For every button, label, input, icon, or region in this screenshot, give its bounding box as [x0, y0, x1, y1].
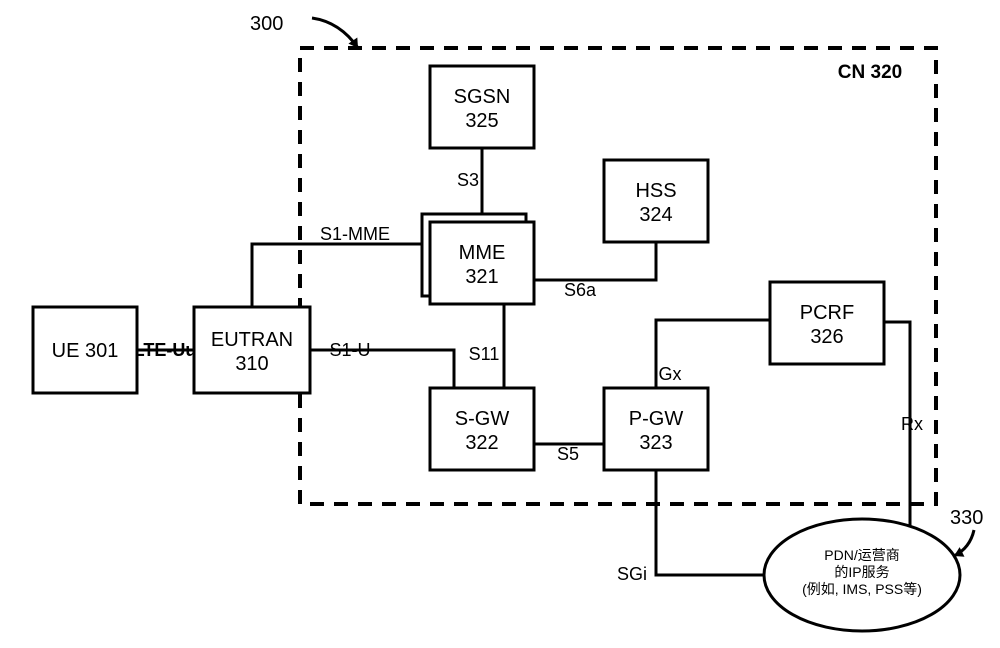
node-eutran: EUTRAN310: [194, 307, 310, 393]
pdn-line-2: (例如, IMS, PSS等): [802, 581, 922, 597]
node-pcrf: PCRF326: [770, 282, 884, 364]
node-pgw: P-GW323: [604, 388, 708, 470]
edge-label-s6a: S6a: [564, 280, 597, 300]
pdn-ref-label: 330: [950, 507, 983, 529]
node-sgw: S-GW322: [430, 388, 534, 470]
node-sgsn: SGSN325: [430, 66, 534, 148]
node-ue-title: UE 301: [52, 340, 119, 362]
edge-label-sgi: SGi: [617, 564, 647, 584]
node-eutran-sub: 310: [235, 353, 268, 375]
edge-label-s5: S5: [557, 444, 579, 464]
pdn-line-1: 的IP服务: [834, 564, 889, 580]
edge-label-rx: Rx: [901, 414, 923, 434]
figure-ref-label: 300: [250, 13, 283, 35]
node-pcrf-sub: 326: [810, 326, 843, 348]
edge-label-s1-u: S1-U: [329, 340, 370, 360]
node-hss: HSS324: [604, 160, 708, 242]
cn-label: CN 320: [838, 62, 902, 83]
node-pcrf-title: PCRF: [800, 302, 854, 324]
node-sgw-title: S-GW: [455, 408, 510, 430]
edge-label-lte-uu: LTE-Uu: [134, 340, 197, 360]
node-hss-sub: 324: [639, 204, 672, 226]
node-sgsn-title: SGSN: [454, 86, 511, 108]
edge-label-s11: S11: [469, 344, 500, 364]
node-pgw-sub: 323: [639, 432, 672, 454]
node-mme: MME321: [422, 214, 534, 304]
node-mme-sub: 321: [465, 266, 498, 288]
edge-label-s1-mme: S1-MME: [320, 224, 390, 244]
node-sgsn-sub: 325: [465, 110, 498, 132]
network-diagram: 300 CN 320 LTE-Uu S1-MME S1-U S3 S6a S11 S5 Gx Rx S…: [0, 0, 1000, 648]
pdn-line-0: PDN/运营商: [824, 547, 899, 563]
node-ue: UE 301: [33, 307, 137, 393]
edge-label-s3: S3: [457, 170, 479, 190]
node-mme-title: MME: [459, 242, 506, 264]
node-eutran-title: EUTRAN: [211, 329, 293, 351]
edge-label-gx: Gx: [658, 364, 681, 384]
node-sgw-sub: 322: [465, 432, 498, 454]
node-pgw-title: P-GW: [629, 408, 684, 430]
node-hss-title: HSS: [635, 180, 676, 202]
